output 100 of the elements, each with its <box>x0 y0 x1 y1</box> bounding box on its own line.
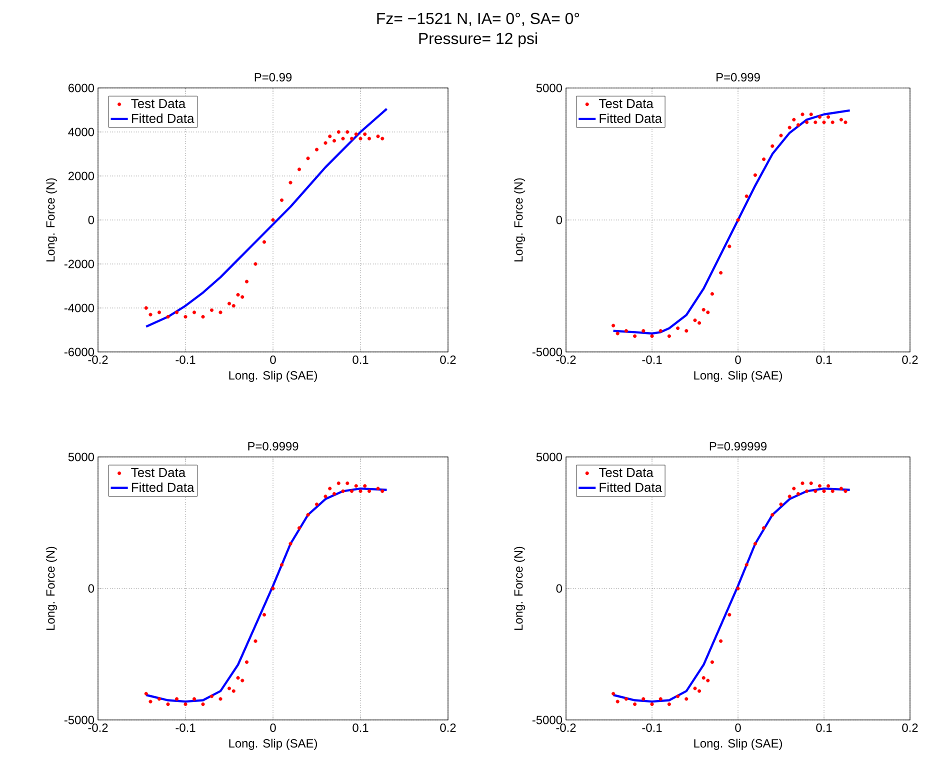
point <box>796 123 800 127</box>
point <box>201 702 205 706</box>
point <box>210 694 214 698</box>
legend-label: Test Data <box>131 99 186 108</box>
x-tick-label: -0.1 <box>642 356 662 364</box>
point <box>280 563 284 567</box>
point <box>667 334 672 338</box>
point <box>380 489 384 493</box>
point <box>314 502 319 506</box>
point <box>148 700 152 704</box>
y-axis-title: Long. Force (N) <box>46 178 58 262</box>
point <box>706 678 710 682</box>
x-tick-label: -0.1 <box>176 356 196 364</box>
chart-title: P=0.99 <box>254 73 292 82</box>
point <box>201 314 205 319</box>
point <box>240 678 244 682</box>
point <box>210 308 214 312</box>
point <box>642 697 646 701</box>
text: Fz= −1521 N, IA= 0°, SA= 0° <box>377 12 580 26</box>
point <box>254 639 258 643</box>
x-tick-label: -0.2 <box>556 724 576 732</box>
y-tick-label: 0 <box>88 584 94 593</box>
legend-label: Test Data <box>599 99 654 108</box>
point <box>232 689 236 693</box>
x-tick-label: 0.1 <box>352 724 368 732</box>
legend-label: Fitted Data <box>600 482 662 492</box>
point <box>192 697 196 701</box>
point <box>822 489 826 493</box>
point <box>658 697 662 701</box>
point <box>166 702 170 706</box>
point <box>809 481 813 486</box>
point <box>805 120 809 124</box>
point <box>818 484 822 488</box>
y-tick-label: -5000 <box>64 716 94 724</box>
point <box>380 136 384 140</box>
point <box>240 295 244 299</box>
point <box>218 310 222 314</box>
point <box>676 694 680 698</box>
point <box>616 332 620 336</box>
point <box>744 563 748 567</box>
point <box>244 280 249 284</box>
point <box>698 321 702 325</box>
x-tick-label: -0.2 <box>88 724 108 732</box>
y-tick-label: 0 <box>556 584 562 593</box>
y-tick-label: 5000 <box>68 452 94 462</box>
point <box>762 526 766 530</box>
point <box>288 542 292 546</box>
point <box>306 156 310 160</box>
point <box>174 697 179 701</box>
point <box>706 310 710 314</box>
point <box>826 484 830 488</box>
point <box>693 686 697 690</box>
point <box>844 120 848 124</box>
y-tick-label: 5000 <box>536 84 562 92</box>
point <box>796 492 800 496</box>
point <box>144 692 148 696</box>
point <box>363 132 367 136</box>
y-axis-title: Long. Force (N) <box>46 546 58 630</box>
chart-title: P=0.99999 <box>710 442 767 450</box>
point <box>814 120 818 124</box>
point <box>830 489 834 493</box>
point <box>779 134 783 138</box>
point <box>358 489 362 493</box>
point <box>271 218 275 222</box>
point <box>624 697 628 701</box>
chart-title: P=0.999 <box>716 73 760 82</box>
point <box>262 612 266 617</box>
point <box>698 689 702 693</box>
point <box>753 542 758 546</box>
y-tick-label: 0 <box>88 216 94 224</box>
point <box>192 310 196 314</box>
x-tick-label: -0.1 <box>176 724 196 732</box>
text: Pressure= 12 psi <box>419 32 537 48</box>
point <box>271 586 275 590</box>
point <box>324 494 328 498</box>
point <box>826 115 830 119</box>
point <box>354 484 358 488</box>
point <box>658 329 662 333</box>
point <box>642 329 646 333</box>
legend-label: Test Data <box>131 468 186 478</box>
point <box>376 486 380 490</box>
point <box>728 244 732 248</box>
point <box>297 526 302 530</box>
point <box>702 308 706 312</box>
point <box>232 304 236 308</box>
y-tick-label: 0 <box>556 216 562 224</box>
chart-title: P=0.9999 <box>248 442 298 450</box>
point <box>650 334 654 338</box>
point <box>822 120 826 124</box>
point <box>830 120 834 124</box>
x-tick-label: -0.2 <box>556 356 576 364</box>
point <box>288 180 292 184</box>
point <box>788 494 792 498</box>
point <box>336 130 340 134</box>
point <box>770 513 774 517</box>
y-tick-label: 4000 <box>68 128 94 136</box>
point <box>354 132 358 136</box>
y-axis-title: Long. Force (N) <box>514 546 526 630</box>
y-axis-title: Long. Force (N) <box>514 178 526 262</box>
point <box>684 697 688 701</box>
